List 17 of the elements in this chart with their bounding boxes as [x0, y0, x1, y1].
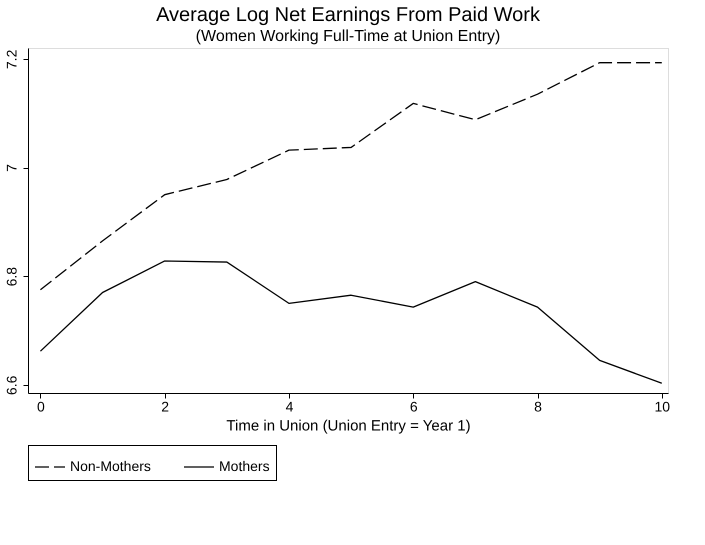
legend-label: Non-Mothers — [70, 458, 151, 474]
line-series — [40, 62, 662, 290]
chart-subtitle: (Women Working Full-Time at Union Entry) — [196, 28, 500, 45]
line-series — [40, 260, 662, 384]
y-tick-label: 7.2 — [4, 49, 20, 70]
legend-label: Mothers — [219, 458, 270, 474]
y-tick-label: 6.6 — [4, 375, 20, 396]
x-tick-label: 6 — [410, 398, 418, 414]
y-tick-label: 6.8 — [4, 266, 20, 286]
x-tick-label: 4 — [286, 398, 294, 414]
y-tick-label: 7 — [4, 164, 20, 172]
x-tick-label: 10 — [654, 398, 670, 414]
x-axis-title: Time in Union (Union Entry = Year 1) — [226, 418, 471, 434]
chart-title: Average Log Net Earnings From Paid Work — [156, 4, 541, 26]
x-tick-label: 2 — [161, 398, 170, 414]
x-tick-label: 8 — [534, 398, 542, 414]
x-tick-label: 0 — [37, 398, 46, 414]
